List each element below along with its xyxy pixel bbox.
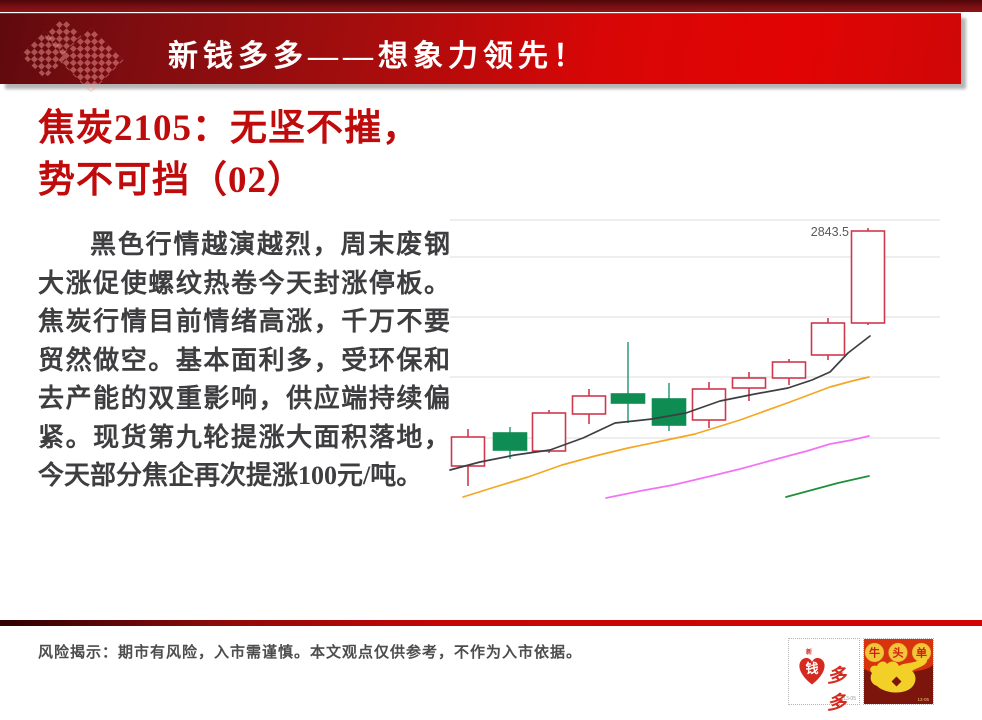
coin-char-2: 头	[893, 646, 904, 660]
article-paragraph: 黑色行情越演越烈，周末废钢大涨促使螺纹热卷今天封涨停板。焦炭行情目前情绪高涨，千…	[38, 230, 450, 490]
page-title-line1: 焦炭2105：无坚不摧，	[38, 108, 420, 149]
candle-body	[450, 436, 486, 467]
bull-head-shape	[870, 657, 928, 693]
banner-title: 新钱多多——想象力领先！	[168, 40, 588, 73]
candle-body	[810, 322, 846, 356]
candle-body	[571, 395, 607, 415]
risk-disclaimer: 风险揭示：期市有风险，入市需谨慎。本文观点仅供参考，不作为入市依据。	[38, 645, 583, 661]
footer-divider	[0, 620, 982, 626]
candle-body	[731, 377, 767, 389]
candle-body	[531, 412, 567, 452]
candle-body	[771, 361, 807, 379]
page-title-line2: 势不可挡（02）	[38, 160, 305, 201]
logo-niutoudan-micro: 13-05	[917, 697, 929, 702]
candle-body	[850, 230, 886, 324]
candle-body	[691, 388, 727, 421]
coin-char-3: 单	[916, 646, 927, 660]
ma-black	[449, 335, 871, 471]
logo-qianduoduo-micro: 13-05	[843, 696, 856, 702]
candle-body	[651, 398, 687, 426]
price-label: 2843.5	[811, 225, 849, 239]
logo-niutoudan: 牛 头 单 13-05	[863, 638, 934, 705]
ma-orange	[462, 376, 870, 498]
logo-qianduoduo: 新 钱 多多 13-05	[788, 638, 860, 714]
candle-body	[610, 393, 646, 404]
logo-qianduoduo-super: 新	[806, 650, 813, 656]
coin-char-1: 牛	[869, 646, 880, 660]
bull-logo-icon: 牛 头 单 13-05	[864, 639, 933, 704]
top-strip	[0, 0, 982, 12]
candle-body	[492, 432, 528, 451]
ma-magenta	[605, 435, 870, 499]
logo-qianduoduo-text: 多多	[827, 666, 848, 714]
heart-char: 钱	[805, 661, 818, 676]
header-banner: 新钱多多——想象力领先！	[0, 13, 961, 93]
ma-green	[785, 475, 870, 498]
page-title: 焦炭2105：无坚不摧， 势不可挡（02）	[38, 103, 478, 207]
heart-icon: 钱	[799, 657, 825, 685]
